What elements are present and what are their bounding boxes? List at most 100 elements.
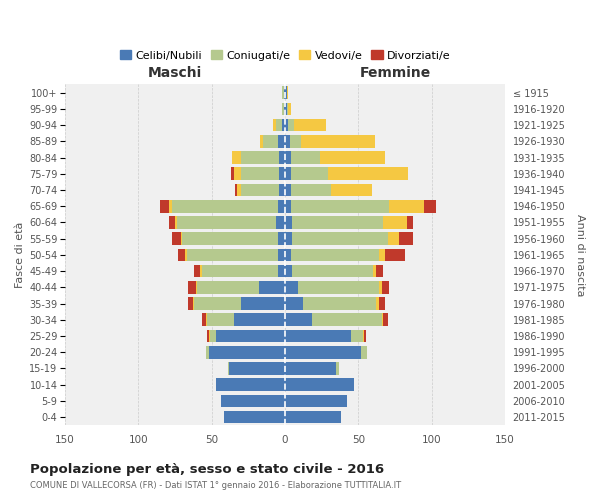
Bar [182,232,278,245]
Bar [181,232,182,245]
Bar [291,184,331,196]
Bar [200,265,202,278]
Bar [232,151,241,164]
Bar [279,168,285,180]
Bar [209,330,211,342]
Bar [383,314,388,326]
Bar [294,118,326,132]
Bar [383,216,407,229]
Bar [187,248,278,261]
Legend: Celibi/Nubili, Coniugati/e, Vedovi/e, Divorziati/e: Celibi/Nubili, Coniugati/e, Vedovi/e, Di… [115,46,455,65]
Bar [279,184,285,196]
Bar [277,118,282,132]
Text: Popolazione per età, sesso e stato civile - 2016: Popolazione per età, sesso e stato civil… [30,462,384,475]
Bar [237,184,241,196]
Bar [176,216,277,229]
Bar [172,232,181,245]
Bar [284,102,285,115]
Bar [290,135,301,147]
Bar [193,297,194,310]
Bar [361,346,367,358]
Bar [292,216,383,229]
Bar [285,297,303,310]
Bar [301,135,374,147]
Bar [285,394,347,407]
Bar [285,314,311,326]
Bar [285,102,287,115]
Bar [241,151,279,164]
Bar [197,281,259,293]
Bar [216,330,285,342]
Bar [291,248,379,261]
Bar [287,102,288,115]
Bar [285,168,291,180]
Bar [160,200,169,212]
Bar [291,168,328,180]
Bar [216,378,285,391]
Bar [278,265,285,278]
Bar [235,184,237,196]
Bar [364,330,366,342]
Bar [287,86,288,99]
Bar [229,362,285,375]
Bar [328,168,408,180]
Bar [211,330,216,342]
Bar [373,265,376,278]
Bar [389,200,424,212]
Bar [169,216,175,229]
Bar [178,248,185,261]
Bar [424,200,436,212]
Bar [285,232,292,245]
Bar [282,86,284,99]
Bar [172,200,278,212]
Bar [379,297,385,310]
Bar [331,184,371,196]
Bar [196,281,197,293]
Bar [277,216,285,229]
Bar [194,297,241,310]
Bar [291,200,389,212]
Text: Femmine: Femmine [359,66,431,80]
Bar [188,281,196,293]
Bar [224,411,285,424]
Bar [278,232,285,245]
Y-axis label: Fasce di età: Fasce di età [15,222,25,288]
Bar [208,314,234,326]
Bar [285,118,288,132]
Bar [379,248,385,261]
Bar [292,265,373,278]
Bar [303,297,376,310]
Bar [284,86,285,99]
Bar [376,265,383,278]
Bar [285,281,298,293]
Bar [298,281,379,293]
Text: COMUNE DI VALLECORSA (FR) - Dati ISTAT 1° gennaio 2016 - Elaborazione TUTTITALIA: COMUNE DI VALLECORSA (FR) - Dati ISTAT 1… [30,480,401,490]
Bar [209,346,285,358]
Bar [285,265,292,278]
Bar [202,314,206,326]
Bar [263,135,278,147]
Bar [285,411,341,424]
Bar [260,135,263,147]
Bar [278,248,285,261]
Bar [351,330,363,342]
Bar [288,118,294,132]
Bar [278,135,285,147]
Bar [311,314,382,326]
Bar [288,102,291,115]
Text: Maschi: Maschi [148,66,202,80]
Bar [285,346,361,358]
Bar [388,232,400,245]
Bar [234,314,285,326]
Bar [285,216,292,229]
Bar [228,362,229,375]
Bar [221,394,285,407]
Bar [208,330,209,342]
Bar [285,362,337,375]
Bar [234,168,241,180]
Bar [206,346,209,358]
Bar [320,151,385,164]
Bar [278,200,285,212]
Bar [285,151,291,164]
Bar [400,232,413,245]
